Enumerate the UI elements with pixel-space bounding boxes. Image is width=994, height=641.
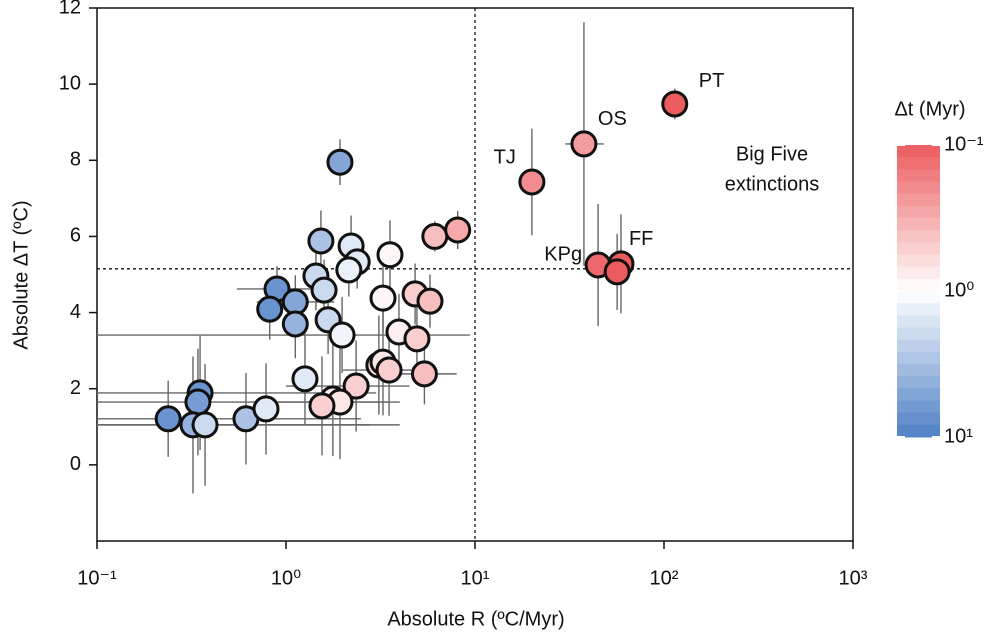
point [291, 365, 319, 393]
colorbar-band [897, 169, 940, 182]
point [518, 168, 546, 196]
point-label: FF [629, 228, 653, 250]
colorbar-band [897, 242, 940, 255]
point [256, 295, 284, 323]
colorbar-band [897, 157, 940, 170]
y-tick-label: 0 [70, 453, 81, 475]
point-label: KPg [544, 243, 582, 265]
x-tick-label: 10² [650, 567, 679, 589]
x-tick-label: 10³ [839, 567, 868, 589]
colorbar-label: Δt (Myr) [894, 98, 965, 120]
point [310, 276, 338, 304]
x-tick-label: 10⁰ [271, 567, 301, 589]
point [328, 321, 356, 349]
point-label: PT [699, 70, 725, 92]
colorbar-band [897, 364, 940, 377]
point [281, 310, 309, 338]
point [154, 405, 182, 433]
colorbar-band [897, 303, 940, 316]
point [410, 360, 438, 388]
point [376, 241, 404, 269]
y-tick-label: 2 [70, 377, 81, 399]
point [375, 356, 403, 384]
point [342, 372, 370, 400]
colorbar-band [897, 278, 940, 292]
y-tick-label: 4 [70, 301, 81, 323]
colorbar-band [897, 315, 940, 328]
point [184, 388, 212, 416]
annotation: extinctions [725, 173, 820, 195]
y-tick-label: 10 [59, 72, 81, 94]
point [603, 258, 631, 286]
colorbar-band [897, 205, 940, 219]
colorbar-band [897, 388, 940, 401]
x-tick-label: 10⁻¹ [77, 567, 117, 589]
colorbar-band [897, 291, 940, 304]
point [570, 130, 598, 158]
x-axis-label: Absolute R (ºC/Myr) [387, 608, 564, 630]
y-tick-label: 6 [70, 225, 81, 247]
colorbar-band [897, 412, 940, 426]
colorbar-band [897, 145, 940, 158]
point-label: OS [598, 108, 627, 130]
point-label: TJ [494, 146, 516, 168]
y-axis-label: Absolute ΔT (ºC) [10, 200, 32, 349]
point [369, 284, 397, 312]
y-tick-label: 12 [59, 0, 81, 18]
point [191, 411, 219, 439]
colorbar-band [897, 351, 940, 365]
colorbar-tick-label: 10⁰ [944, 279, 974, 301]
annotation: Big Five [736, 143, 808, 165]
point [416, 287, 444, 315]
point [421, 222, 449, 250]
point [403, 325, 431, 353]
y-tick-label: 8 [70, 149, 81, 171]
colorbar-band [897, 327, 940, 341]
colorbar-band [897, 339, 940, 353]
colorbar-band [897, 424, 940, 438]
x-tick-label: 10¹ [461, 567, 490, 589]
colorbar-band [897, 376, 940, 389]
point [326, 148, 354, 176]
point [661, 90, 689, 118]
colorbar-tick-label: 10¹ [944, 425, 973, 447]
colorbar-band [897, 266, 940, 280]
colorbar-band [897, 181, 940, 195]
colorbar-band [897, 193, 940, 207]
colorbar-band [897, 254, 940, 268]
point [252, 395, 280, 423]
point [308, 392, 336, 420]
colorbar-tick-label: 10⁻¹ [944, 133, 984, 155]
point [444, 216, 472, 244]
point [307, 227, 335, 255]
colorbar-band [897, 218, 940, 231]
point [335, 256, 363, 284]
point [281, 288, 309, 316]
colorbar-band [897, 230, 940, 243]
colorbar-band [897, 400, 940, 414]
